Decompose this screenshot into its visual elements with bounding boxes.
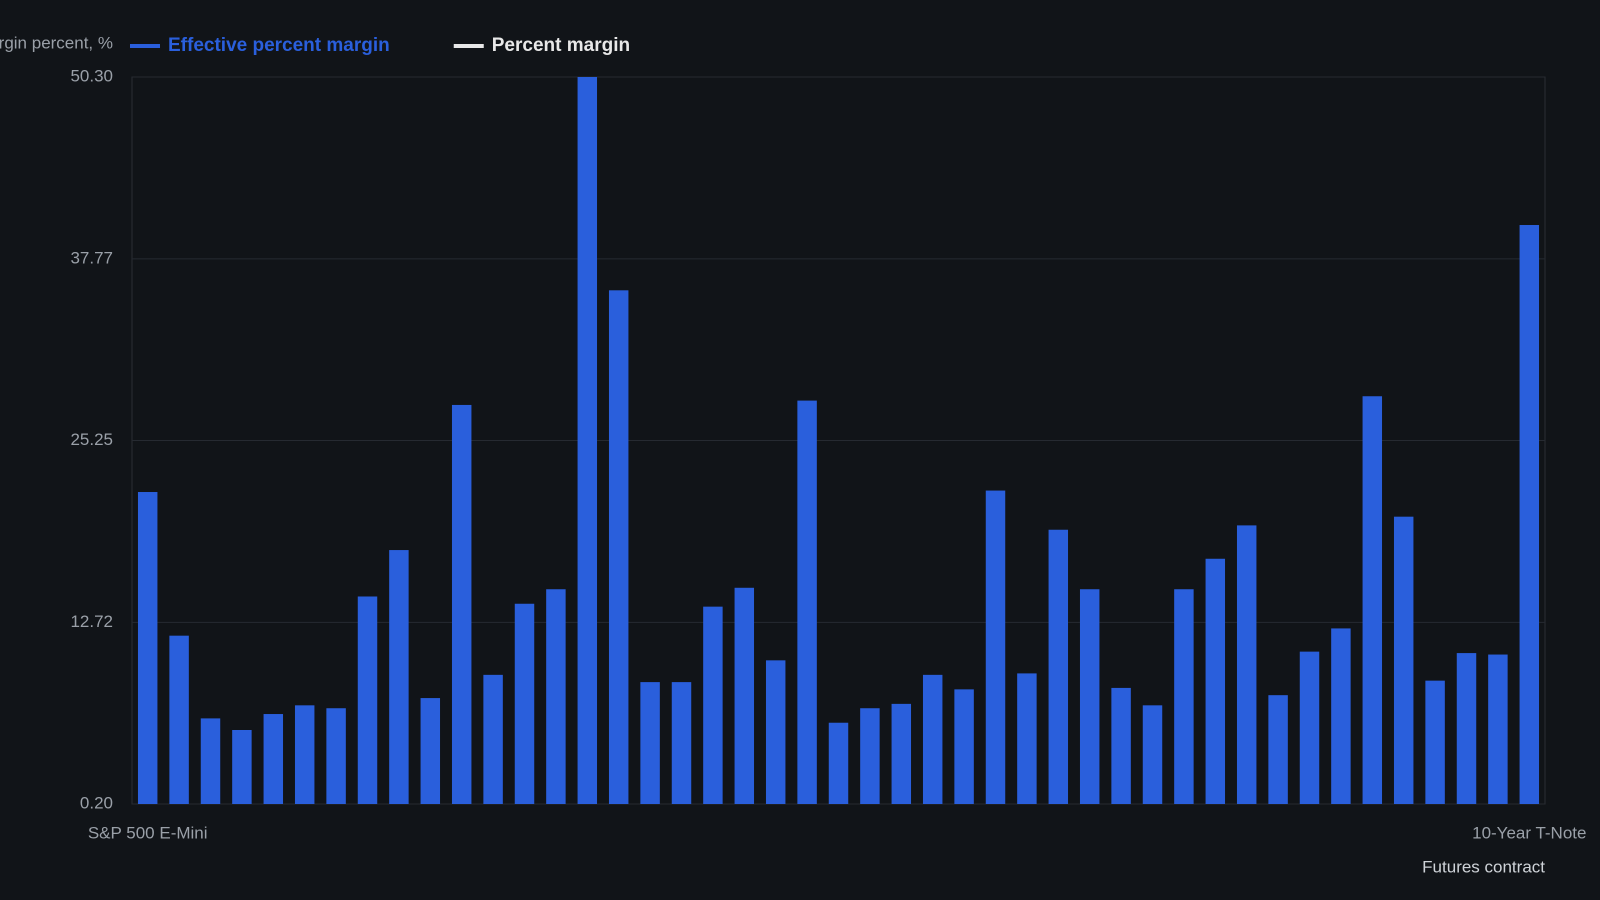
bar (169, 635, 189, 804)
y-tick-label: 50.30 (70, 66, 113, 85)
bar (200, 718, 221, 804)
bar (137, 492, 158, 804)
bar (232, 729, 252, 804)
bar (922, 674, 943, 804)
bar (1331, 628, 1351, 804)
y-tick-label: 0.20 (80, 793, 113, 812)
bar (1456, 653, 1477, 804)
bar (1393, 516, 1414, 804)
x-tick-label: S&P 500 E-Mini (88, 823, 208, 842)
bar (1425, 680, 1445, 804)
bar (1299, 651, 1320, 804)
x-tick-label: 10-Year T-Note (1472, 823, 1586, 842)
bar (1488, 654, 1508, 804)
bar (828, 722, 849, 804)
bar (985, 490, 1006, 804)
y-tick-label: 37.77 (70, 248, 113, 267)
legend-label: Percent margin (492, 35, 630, 56)
bar (703, 606, 723, 804)
bar (671, 682, 692, 804)
bar (1519, 225, 1540, 805)
bar (1174, 589, 1194, 804)
bar (1017, 673, 1037, 804)
bar (326, 708, 346, 804)
bar (389, 550, 409, 804)
bar (797, 400, 817, 804)
bar (765, 660, 786, 804)
y-tick-label: 25.25 (70, 430, 113, 449)
bar (451, 404, 472, 804)
bar (891, 703, 912, 804)
bar (483, 674, 503, 804)
legend-label: Effective percent margin (168, 35, 390, 56)
y-axis-label: Margin percent, % (0, 33, 113, 52)
bar (1048, 529, 1069, 804)
bar (1111, 687, 1131, 804)
bar (954, 689, 974, 804)
x-axis-label: Futures contract (1422, 857, 1545, 876)
bar (1236, 525, 1257, 804)
bar (577, 77, 598, 804)
bar (1142, 705, 1163, 804)
bar (1268, 695, 1288, 804)
bar (420, 698, 441, 804)
bar (1362, 396, 1383, 804)
bar (294, 705, 315, 804)
bar (640, 682, 660, 804)
bar (1079, 589, 1100, 804)
bar (514, 603, 535, 804)
bar (546, 589, 566, 804)
y-tick-label: 12.72 (70, 612, 113, 631)
bar (860, 708, 880, 804)
bar (608, 290, 629, 804)
bar (1205, 558, 1226, 804)
bar (734, 587, 755, 804)
bar (263, 714, 284, 804)
bar (357, 596, 378, 804)
